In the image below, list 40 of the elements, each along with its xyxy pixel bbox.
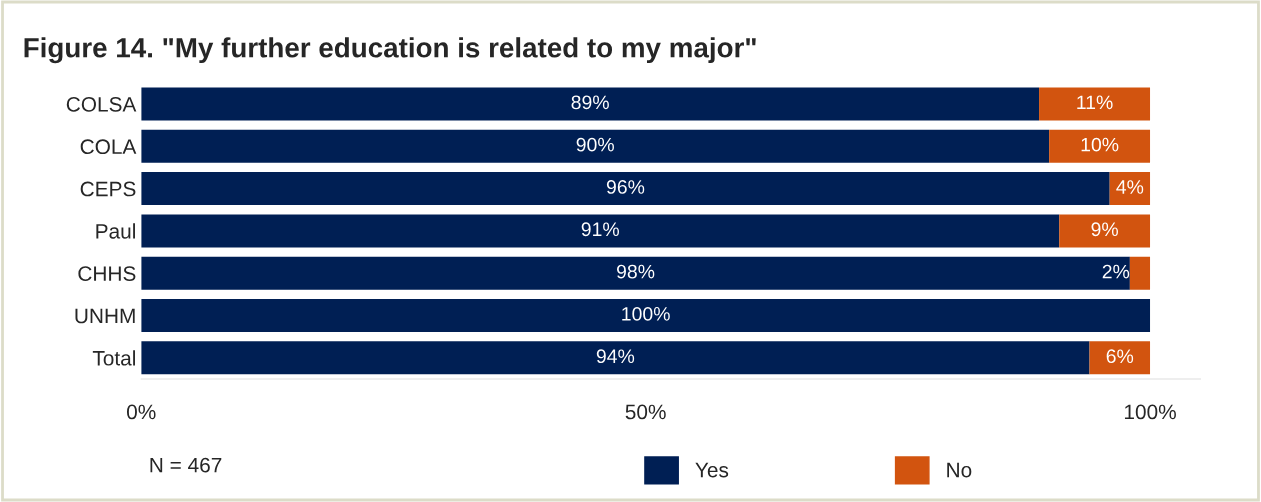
bar [1089,341,1151,375]
y-tick-label: COLSA [66,96,137,112]
x-tick-label: 50% [625,404,666,420]
legend-label: No [947,462,972,478]
y-tick-label: Paul [96,223,135,239]
x-tick-label: 100% [1124,404,1176,420]
data-label: 96% [606,180,645,194]
data-label: 4% [1116,180,1144,194]
data-label: 6% [1106,349,1134,364]
bar [141,341,1090,375]
bar [1049,129,1151,163]
bar [1039,87,1151,121]
bar [141,299,1151,333]
y-tick-label: Total [92,350,135,366]
data-label: 98% [617,264,655,279]
bar [141,129,1050,163]
bar [141,172,1110,206]
y-tick-label: UNHM [75,308,135,324]
data-label: 2% [1102,264,1130,279]
x-tick-label: 0% [126,404,156,420]
bar [141,256,1130,290]
data-label: 94% [596,349,635,364]
data-label: 11% [1077,95,1113,110]
bar [1109,172,1151,206]
data-label: 90% [576,137,614,152]
data-label: 89% [571,95,609,110]
chart-title: Figure 14. "My further education is related to my major" [24,37,756,64]
bar [1129,256,1151,290]
y-tick-label: COLA [80,139,137,155]
legend-label: Yes [695,462,729,478]
data-label: 9% [1091,222,1118,237]
data-label: 10% [1081,137,1119,152]
bar [1059,214,1151,248]
bar [141,214,1060,248]
y-tick-label: CEPS [80,181,136,197]
text: N = 467 [150,457,222,473]
data-label: 100% [622,306,670,321]
y-tick-label: CHHS [78,266,136,281]
data-label: 91% [581,222,619,237]
bar [141,87,1040,121]
